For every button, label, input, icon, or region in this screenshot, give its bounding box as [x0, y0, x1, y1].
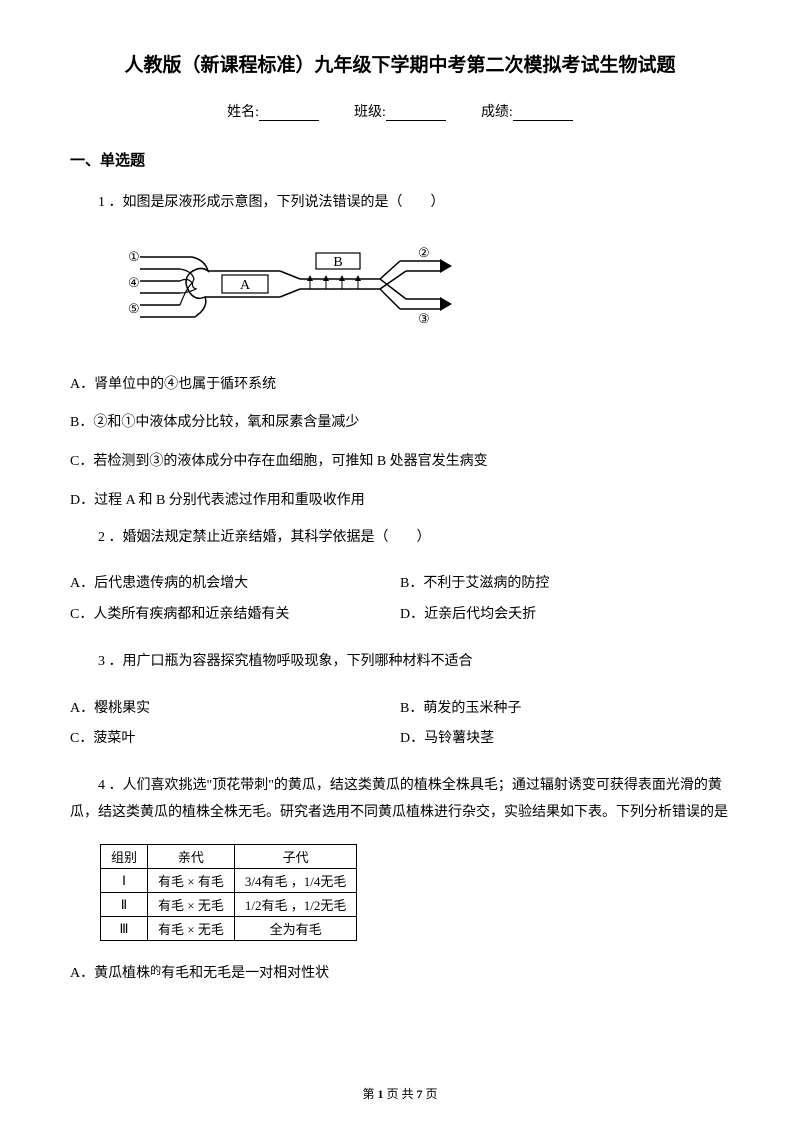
- q1-text: 1 ．如图是尿液形成示意图，下列说法错误的是（ ）: [70, 190, 730, 217]
- r2c3: 1/2有毛 ，1/2无毛: [234, 893, 356, 917]
- q2-optD: D．近亲后代均会夭折: [400, 600, 730, 631]
- label-A: A: [240, 278, 251, 293]
- r3c3: 全为有毛: [234, 917, 356, 941]
- q3-optD: D．马铃薯块茎: [400, 724, 730, 755]
- label-2: ②: [418, 245, 430, 260]
- q3-text: 3 ．用广口瓶为容器探究植物呼吸现象，下列哪种材料不适合: [70, 649, 730, 676]
- q4-text: 4 ．人们喜欢挑选"顶花带刺"的黄瓜，结这类黄瓜的植株全株具毛；通过辐射诱变可获…: [70, 773, 730, 826]
- r1c1: Ⅰ: [101, 869, 148, 893]
- th-group: 组别: [101, 845, 148, 869]
- label-3: ③: [418, 311, 430, 326]
- page-footer: 第 1 页 共 7 页: [0, 1085, 800, 1102]
- r2c1: Ⅱ: [101, 893, 148, 917]
- q1-optD: D．过程 A 和 B 分别代表滤过作用和重吸收作用: [70, 486, 730, 517]
- q2-text: 2 ．婚姻法规定禁止近亲结婚，其科学依据是（ ）: [70, 525, 730, 552]
- r3c1: Ⅲ: [101, 917, 148, 941]
- q3-optB: B．萌发的玉米种子: [400, 694, 730, 725]
- r1c2: 有毛 × 有毛: [148, 869, 235, 893]
- label-B: B: [333, 255, 342, 270]
- th-parent: 亲代: [148, 845, 235, 869]
- r1c3: 3/4有毛 ，1/4无毛: [234, 869, 356, 893]
- r2c2: 有毛 × 无毛: [148, 893, 235, 917]
- name-label: 姓名:: [227, 101, 259, 121]
- q1-optC: C．若检测到③的液体成分中存在血细胞，可推知 B 处器官发生病变: [70, 447, 730, 478]
- score-blank[interactable]: [513, 107, 573, 121]
- q3-optC: C．菠菜叶: [70, 724, 400, 755]
- th-offspring: 子代: [234, 845, 356, 869]
- label-4: ④: [128, 275, 140, 290]
- class-label: 班级:: [354, 101, 386, 121]
- score-label: 成绩:: [481, 101, 513, 121]
- q1-optA: A．肾单位中的④也属于循环系统: [70, 370, 730, 401]
- student-info-line: 姓名: 班级: 成绩:: [70, 101, 730, 121]
- q1-diagram: A B ① ④ ⑤ ② ③: [100, 235, 730, 350]
- q2-optC: C．人类所有疾病都和近亲结婚有关: [70, 600, 400, 631]
- q4-optA: A．黄瓜植株的有毛和无毛是一对相对性状: [70, 959, 730, 990]
- q1-optB: B．②和①中液体成分比较，氧和尿素含量减少: [70, 408, 730, 439]
- label-5: ⑤: [128, 301, 140, 316]
- exam-title: 人教版（新课程标准）九年级下学期中考第二次模拟考试生物试题: [70, 50, 730, 77]
- r3c2: 有毛 × 无毛: [148, 917, 235, 941]
- name-blank[interactable]: [259, 107, 319, 121]
- q2-optA: A．后代患遗传病的机会增大: [70, 569, 400, 600]
- q2-optB: B．不利于艾滋病的防控: [400, 569, 730, 600]
- section-1-header: 一、单选题: [70, 149, 730, 170]
- q3-optA: A．樱桃果实: [70, 694, 400, 725]
- q4-table: 组别 亲代 子代 Ⅰ 有毛 × 有毛 3/4有毛 ，1/4无毛 Ⅱ 有毛 × 无…: [100, 844, 730, 941]
- class-blank[interactable]: [386, 107, 446, 121]
- label-1: ①: [128, 249, 140, 264]
